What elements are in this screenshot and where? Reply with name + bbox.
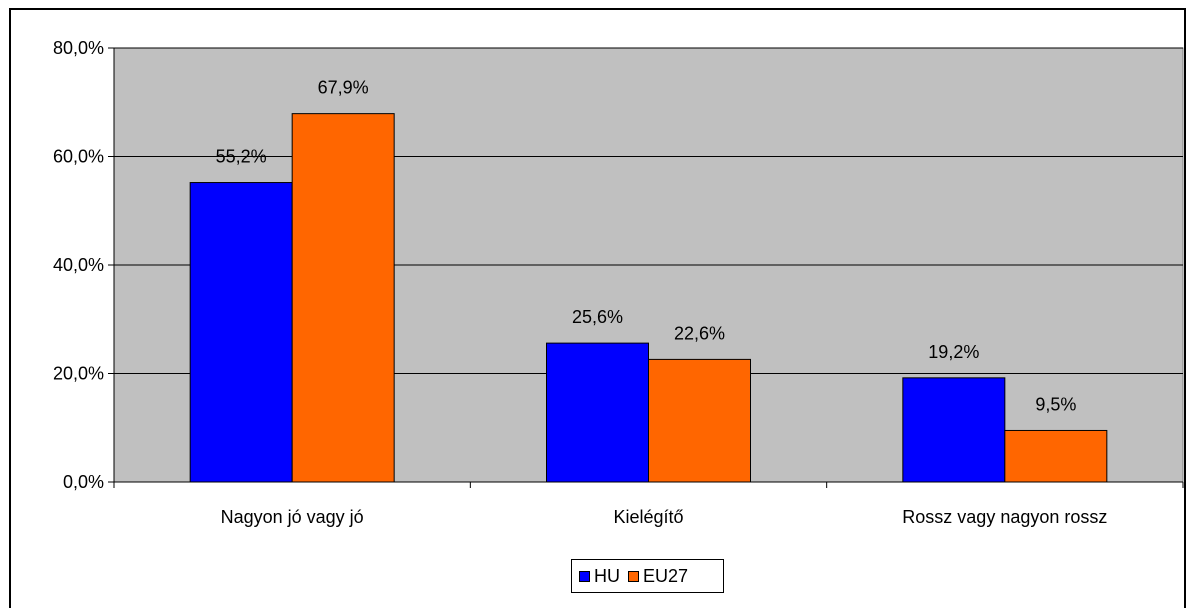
bar-eu27 bbox=[291, 113, 395, 483]
data-label: 19,2% bbox=[928, 342, 979, 362]
data-label: 25,6% bbox=[572, 307, 623, 327]
category-label: Kielégítő bbox=[613, 507, 683, 527]
bar-hu bbox=[189, 182, 293, 483]
y-tick-label: 60,0% bbox=[53, 147, 104, 167]
legend-swatch-hu bbox=[579, 570, 590, 582]
legend-item-eu27: EU27 bbox=[628, 566, 688, 587]
bar-hu bbox=[902, 377, 1006, 483]
bar-hu bbox=[546, 342, 649, 483]
data-label: 55,2% bbox=[216, 147, 267, 167]
data-label: 67,9% bbox=[318, 78, 369, 98]
legend: HU EU27 bbox=[571, 559, 724, 593]
y-tick-label: 20,0% bbox=[53, 364, 104, 384]
category-label: Nagyon jó vagy jó bbox=[221, 507, 364, 527]
category-label: Rossz vagy nagyon rossz bbox=[902, 507, 1107, 527]
legend-swatch-eu27 bbox=[628, 570, 639, 582]
bar-chart: 0,0% 20,0% 40,0% 60,0% 80,0% 55,2% 67,9% Nagyon… bbox=[53, 38, 1184, 527]
y-tick-label: 40,0% bbox=[53, 255, 104, 275]
legend-label-hu: HU bbox=[594, 565, 620, 586]
bar-eu27 bbox=[648, 358, 751, 483]
data-label: 22,6% bbox=[674, 323, 725, 343]
legend-item-hu: HU bbox=[579, 566, 620, 587]
legend-label-eu27: EU27 bbox=[643, 565, 689, 586]
y-tick-label: 80,0% bbox=[53, 38, 104, 58]
y-tick-label: 0,0% bbox=[63, 472, 104, 492]
data-label: 9,5% bbox=[1035, 394, 1076, 414]
bar-eu27 bbox=[1004, 429, 1108, 483]
chart-frame bbox=[9, 8, 1186, 608]
